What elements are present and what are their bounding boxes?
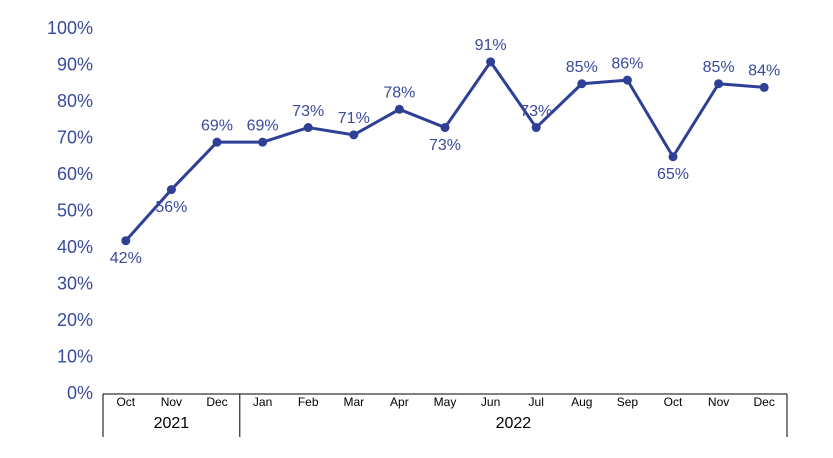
- y-tick-label: 60%: [57, 164, 93, 184]
- data-label: 56%: [155, 199, 187, 216]
- point: [759, 82, 769, 92]
- point: [303, 123, 313, 133]
- x-tick-label: Dec: [206, 395, 227, 409]
- data-label: 42%: [110, 250, 142, 267]
- point: [121, 236, 131, 246]
- x-tick-label: Sep: [617, 395, 639, 409]
- x-tick-label: Aug: [571, 395, 592, 409]
- x-tick-label: Oct: [664, 395, 683, 409]
- data-label: 91%: [475, 37, 507, 54]
- y-tick-label: 40%: [57, 237, 93, 257]
- point: [622, 75, 632, 85]
- point: [714, 79, 724, 89]
- x-group-label: 2021: [154, 415, 190, 432]
- point: [531, 123, 541, 133]
- x-tick-label: Nov: [708, 395, 729, 409]
- data-label: 84%: [748, 63, 780, 80]
- data-label: 86%: [611, 55, 643, 72]
- x-group-label: 2022: [496, 415, 532, 432]
- point: [577, 79, 587, 89]
- x-tick-label: Jul: [529, 395, 544, 409]
- x-tick-label: Jun: [481, 395, 500, 409]
- data-label: 78%: [383, 85, 415, 102]
- point: [394, 104, 404, 114]
- point: [349, 130, 359, 140]
- point: [166, 185, 176, 195]
- y-tick-label: 50%: [57, 200, 93, 220]
- x-tick-label: Dec: [754, 395, 775, 409]
- y-tick-label: 80%: [57, 91, 93, 111]
- data-label: 65%: [657, 166, 689, 183]
- x-tick-label: May: [434, 395, 457, 409]
- data-label: 73%: [292, 103, 324, 120]
- point: [668, 152, 678, 162]
- x-tick-label: Mar: [343, 395, 364, 409]
- x-tick-label: Jan: [253, 395, 272, 409]
- y-tick-label: 10%: [57, 346, 93, 366]
- y-tick-label: 20%: [57, 310, 93, 330]
- x-tick-label: Nov: [161, 395, 182, 409]
- x-tick-label: Feb: [298, 395, 319, 409]
- data-label: 85%: [566, 59, 598, 76]
- point: [486, 57, 496, 67]
- data-label: 71%: [338, 110, 370, 127]
- x-tick-label: Apr: [390, 395, 409, 409]
- y-tick-label: 100%: [47, 18, 93, 38]
- data-label: 69%: [201, 117, 233, 134]
- y-tick-label: 0%: [67, 383, 93, 403]
- data-label: 73%: [429, 137, 461, 154]
- data-label: 69%: [247, 117, 279, 134]
- y-tick-label: 30%: [57, 273, 93, 293]
- point: [258, 137, 268, 147]
- y-tick-label: 70%: [57, 127, 93, 147]
- y-tick-label: 90%: [57, 54, 93, 74]
- data-label: 85%: [703, 59, 735, 76]
- point: [440, 123, 450, 133]
- x-tick-label: Oct: [116, 395, 135, 409]
- data-label: 73%: [520, 103, 552, 120]
- point: [212, 137, 222, 147]
